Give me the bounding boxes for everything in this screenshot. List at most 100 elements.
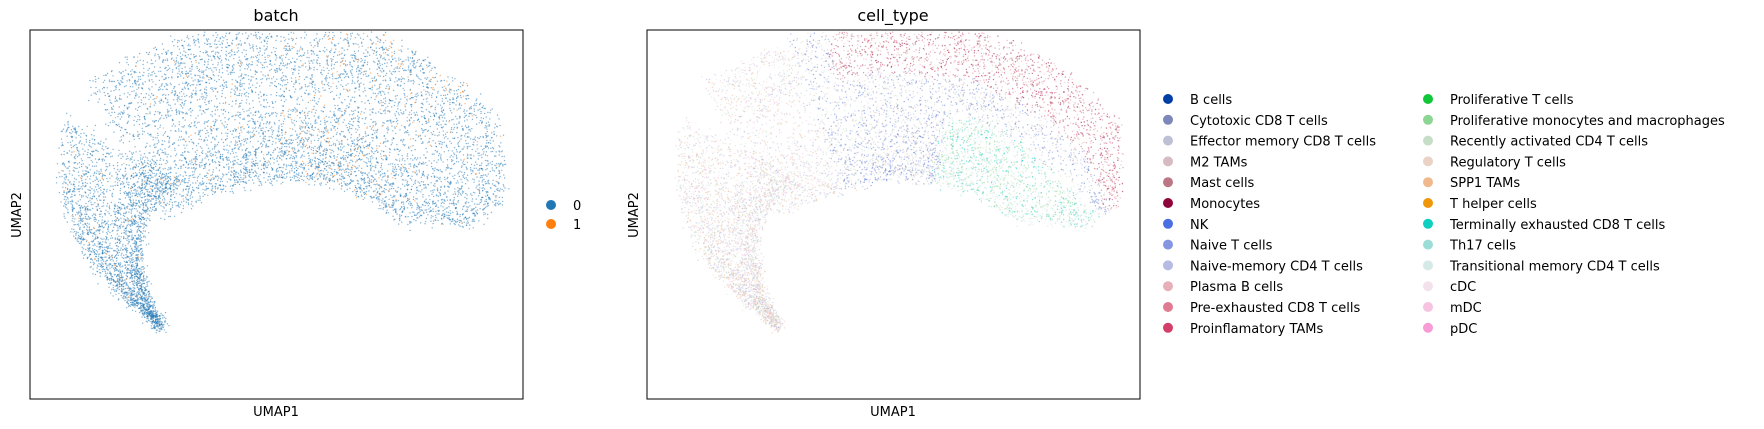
scatter-point <box>349 70 352 72</box>
scatter-point <box>485 195 487 197</box>
scatter-point <box>123 298 125 300</box>
scatter-point <box>467 222 469 224</box>
scatter-point <box>463 218 465 220</box>
scatter-point <box>196 84 198 86</box>
scatter-point <box>282 64 284 67</box>
scatter-point <box>234 128 236 130</box>
scatter-point <box>381 200 383 202</box>
scatter-point <box>178 130 180 132</box>
scatter-point <box>315 109 317 112</box>
scatter-point <box>466 157 469 159</box>
scatter-point <box>360 72 363 74</box>
scatter-point <box>80 163 83 166</box>
scatter-point <box>73 235 75 237</box>
scatter-point <box>172 123 175 125</box>
scatter-point <box>214 113 216 115</box>
scatter-point <box>169 198 172 200</box>
scatter-point <box>171 201 174 204</box>
scatter-point <box>86 249 89 251</box>
scatter-point <box>370 72 372 74</box>
scatter-point <box>449 109 452 112</box>
scatter-point <box>314 112 317 114</box>
scatter-point <box>147 132 149 134</box>
scatter-point <box>110 102 113 105</box>
scatter-point <box>103 142 105 144</box>
scatter-point <box>154 188 156 190</box>
scatter-point <box>115 293 117 296</box>
scatter-point <box>177 203 180 205</box>
scatter-point <box>237 127 240 129</box>
scatter-point <box>382 121 384 124</box>
scatter-point <box>176 41 179 44</box>
scatter-point <box>99 179 101 182</box>
scatter-point <box>394 208 396 211</box>
scatter-point <box>290 163 293 165</box>
scatter-point <box>403 112 405 115</box>
scatter-point <box>139 282 141 284</box>
scatter-point <box>304 131 306 133</box>
scatter-point <box>343 145 345 148</box>
scatter-point <box>186 144 188 146</box>
scatter-point <box>175 113 178 116</box>
scatter-point <box>93 195 95 197</box>
scatter-point <box>182 198 184 200</box>
scatter-point <box>162 317 164 319</box>
scatter-point <box>129 291 132 293</box>
scatter-point <box>404 104 406 106</box>
scatter-point <box>239 102 241 105</box>
scatter-point <box>92 180 94 183</box>
scatter-point <box>495 174 498 177</box>
scatter-point <box>126 294 128 297</box>
scatter-point <box>175 92 177 94</box>
scatter-point <box>192 89 194 92</box>
scatter-point <box>401 201 403 203</box>
scatter-point <box>416 206 418 209</box>
scatter-point <box>262 133 264 136</box>
scatter-point <box>486 155 488 157</box>
scatter-point <box>426 64 428 66</box>
scatter-point <box>390 206 392 208</box>
scatter-point <box>457 173 459 175</box>
scatter-point <box>130 199 132 202</box>
scatter-point <box>303 119 305 122</box>
scatter-point <box>229 185 232 187</box>
scatter-point <box>461 222 463 224</box>
scatter-point <box>199 197 201 199</box>
scatter-point <box>92 174 95 177</box>
scatter-point <box>112 267 115 269</box>
scatter-point <box>371 175 373 177</box>
scatter-point <box>390 183 392 185</box>
scatter-point <box>325 178 327 181</box>
scatter-point <box>158 327 160 330</box>
scatter-point <box>341 142 343 144</box>
scatter-point <box>351 69 353 71</box>
scatter-point <box>322 161 324 164</box>
scatter-point <box>349 148 352 150</box>
scatter-point <box>470 209 472 212</box>
scatter-point <box>175 153 178 155</box>
scatter-point <box>499 135 502 137</box>
scatter-point <box>121 290 124 292</box>
scatter-point <box>368 160 370 162</box>
scatter-point <box>419 157 421 159</box>
scatter-point <box>148 87 150 90</box>
scatter-point <box>312 62 314 64</box>
scatter-point <box>214 53 217 55</box>
scatter-point <box>367 52 369 54</box>
scatter-point <box>286 62 289 65</box>
scatter-point <box>246 124 249 126</box>
scatter-point <box>299 66 301 69</box>
scatter-point <box>465 166 467 168</box>
scatter-point <box>325 80 327 82</box>
scatter-point <box>291 45 293 48</box>
scatter-point <box>358 84 361 86</box>
scatter-point <box>310 44 312 47</box>
scatter-point <box>102 270 104 273</box>
scatter-point <box>373 152 375 155</box>
scatter-point <box>304 117 307 120</box>
scatter-point <box>387 105 389 108</box>
scatter-point <box>369 144 371 146</box>
scatter-point <box>154 55 156 57</box>
scatter-point <box>336 156 338 158</box>
scatter-point <box>375 194 377 196</box>
